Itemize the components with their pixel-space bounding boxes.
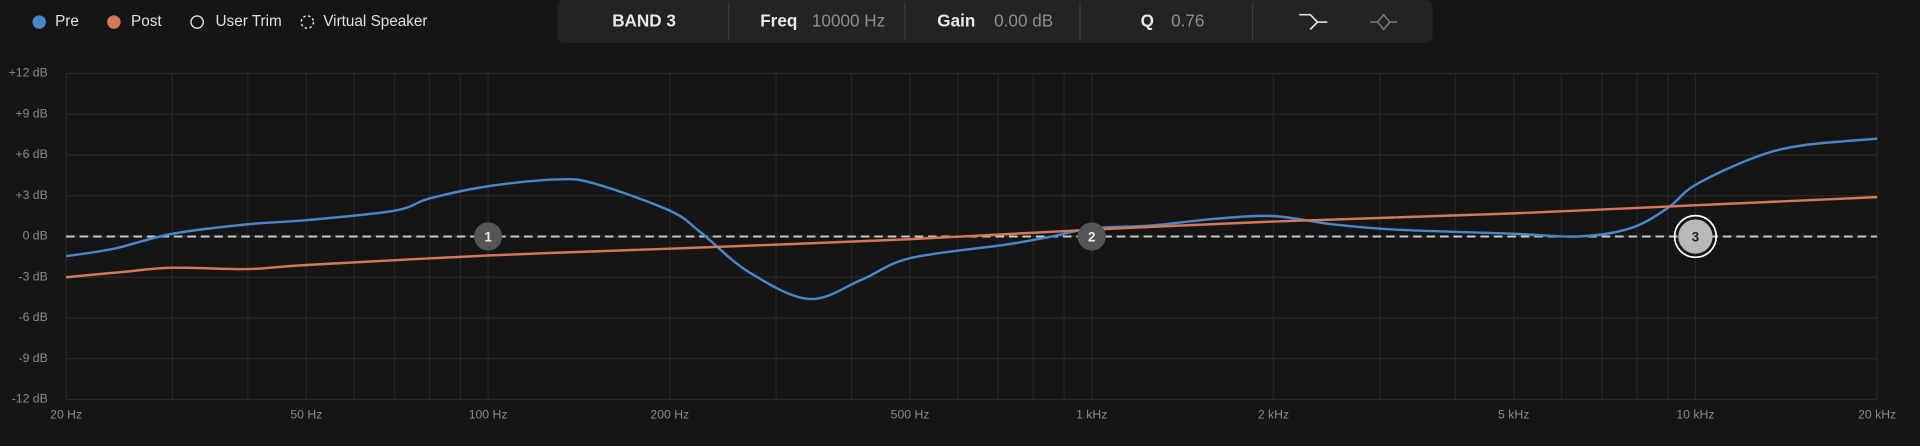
x-tick-label: 20 Hz [50,408,82,422]
x-tick-label: 10 kHz [1676,408,1714,422]
toolbar-panel [557,0,1433,43]
band-name[interactable]: BAND 3 [612,11,676,31]
virtual-speaker-toggle[interactable] [300,15,315,29]
gain-value[interactable]: 0.00 dB [994,11,1053,31]
band-node[interactable]: 2 [1077,222,1106,251]
x-tick-label: 200 Hz [650,408,689,422]
band-node[interactable]: 1 [473,222,503,251]
x-tick-label: 5 kHz [1498,408,1529,422]
filter-bell-icon[interactable] [1370,13,1398,31]
virtual-speaker-label[interactable]: Virtual Speaker [323,13,427,30]
q-value[interactable]: 0.76 [1171,11,1204,31]
filter-shelf-icon[interactable] [1299,13,1328,31]
freq-label: Freq [760,11,797,31]
x-tick-label: 100 Hz [469,408,508,422]
band-node-label: 3 [1692,229,1699,244]
x-tick-label: 500 Hz [891,408,930,422]
x-tick-label: 1 kHz [1076,408,1107,422]
x-tick-label: 50 Hz [290,408,322,422]
legend-swatch[interactable] [32,15,46,29]
band-node-dot[interactable] [1077,222,1106,251]
series-line [66,195,1878,279]
legend-label[interactable]: Post [131,13,162,30]
y-tick-label: -6 dB [19,310,48,324]
band-node-ring [1673,214,1718,259]
band-node[interactable]: 3 [1673,214,1718,259]
y-tick-label: +12 dB [9,66,48,80]
legend-label[interactable]: Pre [55,13,79,30]
band-node-dot[interactable] [1678,219,1713,254]
x-tick-label: 20 kHz [1858,408,1896,422]
q-label: Q [1141,11,1154,31]
y-tick-label: 0 dB [23,229,48,243]
y-tick-label: -12 dB [12,392,48,406]
freq-value[interactable]: 10000 Hz [812,11,885,31]
band-node-label: 2 [1088,229,1095,244]
gain-label: Gain [937,11,975,31]
toolbar: BAND 3 Freq 10000 Hz Gain 0.00 dB Q 0.76 [557,0,1433,43]
legend: User Trim Virtual Speaker Pre Post [32,13,428,30]
x-tick-label: 2 kHz [1258,408,1289,422]
legend-swatch[interactable] [107,15,121,29]
y-tick-label: -9 dB [19,351,48,365]
plot: 1 2 3 [65,137,1878,301]
y-tick-label: -3 dB [19,269,48,283]
user-trim-label[interactable]: User Trim [216,13,282,30]
y-tick-label: +9 dB [15,106,47,120]
user-trim-toggle[interactable] [190,15,204,29]
band-node-label: 1 [484,229,492,244]
y-tick-label: +3 dB [15,188,47,202]
band-node-dot[interactable] [473,222,503,251]
series-line [65,137,1878,301]
y-tick-label: +6 dB [15,147,47,161]
